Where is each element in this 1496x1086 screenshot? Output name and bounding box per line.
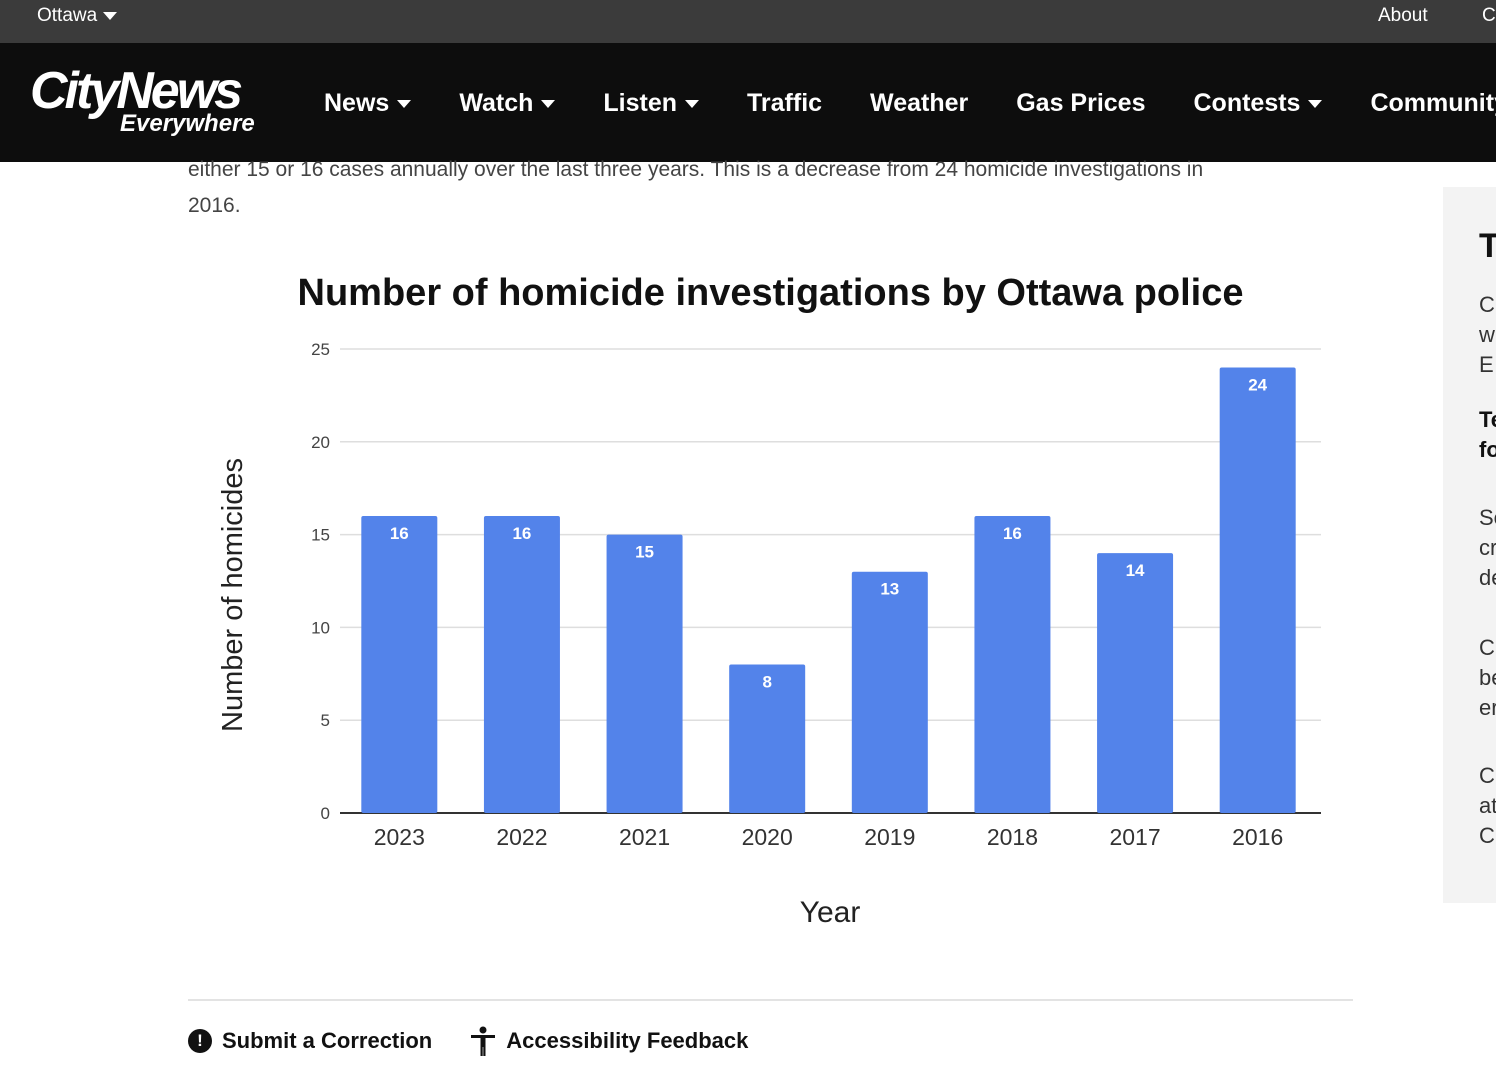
homicide-chart: Number of homicide investigations by Ott… [188, 262, 1338, 942]
sidebar-text-line: C [1479, 635, 1495, 660]
citynews-logo[interactable]: CityNews Everywhere [30, 63, 280, 143]
bar-value-label: 8 [762, 673, 771, 692]
sidebar-text-line: Te [1479, 407, 1496, 432]
bar-value-label: 16 [1003, 524, 1022, 543]
x-tick-label: 2021 [619, 824, 670, 850]
sidebar-text-line: C [1479, 292, 1495, 317]
x-tick-label: 2022 [496, 824, 547, 850]
contact-link[interactable]: C [1482, 5, 1496, 26]
x-tick-label: 2016 [1232, 824, 1283, 850]
exclamation-icon: ! [188, 1029, 212, 1053]
sidebar-text-line: er [1479, 695, 1496, 720]
x-tick-label: 2019 [864, 824, 915, 850]
sidebar-text-line: w [1479, 322, 1495, 347]
main-nav: CityNews Everywhere News Watch Listen Traff… [0, 43, 1496, 162]
sidebar-text-line: E [1479, 352, 1494, 377]
sidebar-text-line: be [1479, 665, 1496, 690]
nav-item-label: News [324, 89, 390, 117]
y-tick-label: 5 [321, 711, 330, 730]
top-bar: Ottawa About C [0, 0, 1496, 43]
nav-item-weather[interactable]: Weather [870, 89, 968, 118]
city-selector[interactable]: Ottawa [37, 5, 118, 27]
sidebar-panel: T CwE Te fo Se cr de Cbe er Cat C [1443, 187, 1496, 903]
sidebar-text-line: de [1479, 565, 1496, 590]
nav-item-listen[interactable]: Listen [603, 89, 700, 118]
article-text-line: either 15 or 16 cases annually over the … [188, 158, 1204, 181]
sidebar-text-line: C [1479, 763, 1495, 788]
bar-value-label: 13 [880, 580, 899, 599]
bar-value-label: 16 [512, 524, 531, 543]
bar-2021 [606, 534, 683, 813]
footer-divider [188, 999, 1353, 1001]
nav-item-label: Watch [459, 89, 534, 117]
chevron-down-icon [685, 99, 700, 108]
bar-value-label: 15 [635, 543, 654, 562]
logo-tagline: Everywhere [120, 110, 255, 137]
x-tick-label: 2020 [742, 824, 793, 850]
y-tick-label: 15 [311, 526, 330, 545]
article-text-line: 2016. [188, 194, 241, 217]
nav-item-label: Gas Prices [1016, 89, 1146, 117]
article-paragraph: either 15 or 16 cases annually over the … [188, 152, 1328, 224]
y-tick-label: 25 [311, 340, 330, 359]
chevron-down-icon [1308, 99, 1323, 108]
chart-title: Number of homicide investigations by Ott… [297, 272, 1244, 314]
chevron-down-icon [103, 12, 118, 20]
chevron-down-icon [541, 99, 556, 108]
nav-item-label: Community [1370, 89, 1496, 117]
y-tick-label: 10 [311, 618, 330, 637]
nav-item-label: Listen [603, 89, 678, 117]
sidebar-text-line: Se [1479, 505, 1496, 530]
chevron-down-icon [397, 99, 412, 108]
x-tick-label: 2023 [374, 824, 425, 850]
nav-item-news[interactable]: News [324, 89, 412, 118]
bar-2022 [483, 516, 560, 813]
nav-items: News Watch Listen Traffic Weather Gas Prices C… [324, 89, 1496, 118]
sidebar-text-line: at [1479, 793, 1496, 818]
y-axis-title: Number of homicides [217, 458, 249, 732]
nav-item-traffic[interactable]: Traffic [747, 89, 822, 118]
sidebar-heading: T [1479, 227, 1496, 265]
nav-item-gas-prices[interactable]: Gas Prices [1016, 89, 1145, 118]
accessibility-feedback-label: Accessibility Feedback [506, 1028, 749, 1053]
chart-canvas: 0 5 10 15 20 25 16 2023 16 2022 15 2021 8 2020 13 2019 1… [217, 340, 1321, 929]
y-tick-label: 20 [311, 433, 330, 452]
nav-item-watch[interactable]: Watch [459, 89, 556, 118]
nav-item-label: Traffic [747, 89, 823, 117]
nav-item-label: Contests [1193, 89, 1301, 117]
sidebar-text-line: fo [1479, 437, 1496, 462]
nav-item-community[interactable]: Community [1370, 89, 1496, 118]
accessibility-feedback-link[interactable]: Accessibility Feedback [470, 1026, 748, 1056]
x-tick-label: 2017 [1109, 824, 1160, 850]
bar-2017 [1097, 553, 1174, 813]
bar-2019 [851, 571, 928, 813]
bar-value-label: 14 [1126, 561, 1145, 580]
bar-value-label: 16 [390, 524, 409, 543]
nav-item-label: Weather [870, 89, 969, 117]
bar-2023 [361, 516, 438, 813]
bar-value-label: 24 [1248, 376, 1267, 395]
sidebar-text-line: C [1479, 823, 1495, 848]
submit-correction-link[interactable]: ! Submit a Correction [188, 1026, 432, 1056]
logo-wordmark: CityNews [30, 62, 243, 120]
about-link[interactable]: About [1378, 5, 1428, 26]
x-tick-label: 2018 [987, 824, 1038, 850]
bar-2016 [1219, 367, 1296, 813]
bar-2020 [729, 664, 806, 813]
article-footer-links: ! Submit a Correction Accessibility Feed… [188, 1026, 748, 1056]
y-tick-label: 0 [321, 804, 330, 823]
sidebar-text-line: cr [1479, 535, 1496, 560]
submit-correction-label: Submit a Correction [222, 1028, 433, 1053]
city-selector-label: Ottawa [37, 5, 98, 26]
accessibility-icon [471, 1026, 496, 1056]
x-axis-title: Year [800, 896, 861, 929]
bar-2018 [974, 516, 1051, 813]
nav-item-contests[interactable]: Contests [1194, 89, 1323, 118]
